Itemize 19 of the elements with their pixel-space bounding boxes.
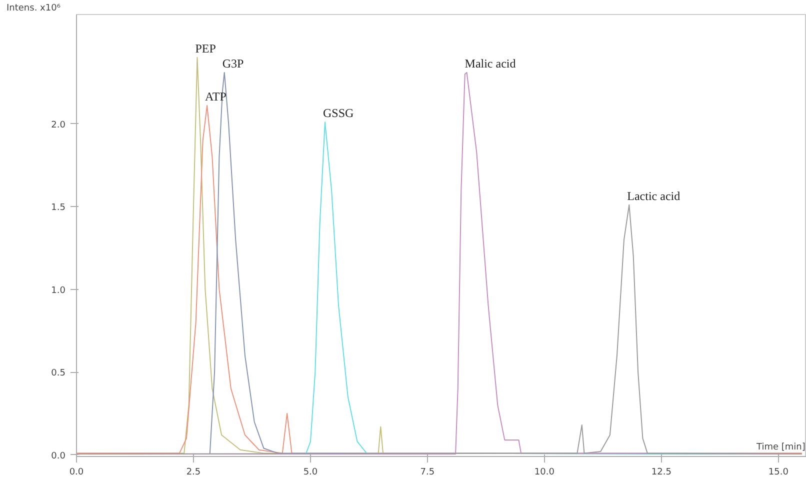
y-tick-label: 2.0 — [51, 120, 66, 130]
x-tick-label: 15.0 — [768, 468, 789, 478]
x-tick-label: 7.5 — [420, 468, 435, 478]
y-axis-title: Intens. x10⁶ — [6, 4, 61, 14]
x-tick-label: 5.0 — [303, 468, 318, 478]
y-tick-label: 0.0 — [51, 451, 66, 462]
series-label: GSSG — [322, 106, 354, 120]
y-tick-label: 0.5 — [51, 368, 66, 379]
series-label: G3P — [222, 56, 244, 70]
y-tick-label: 1.5 — [51, 203, 66, 214]
series-label: Lactic acid — [627, 188, 680, 203]
x-tick-label: 2.5 — [186, 468, 201, 478]
series-label: Malic acid — [464, 56, 516, 70]
x-axis-title: Time [min] — [756, 442, 806, 452]
series-label: PEP — [195, 42, 216, 56]
x-tick-label: 12.5 — [651, 468, 672, 478]
x-tick-label: 10.0 — [534, 468, 555, 478]
x-tick-label: 0.0 — [69, 468, 84, 478]
y-tick-label: 1.0 — [51, 286, 66, 296]
